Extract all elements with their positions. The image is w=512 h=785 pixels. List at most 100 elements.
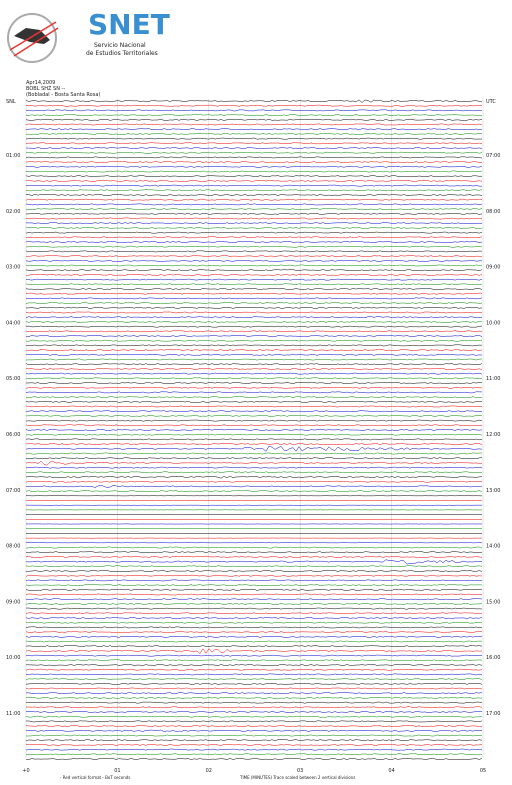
trace	[26, 232, 482, 233]
trace	[26, 730, 482, 732]
right-time: 09:00	[486, 265, 500, 271]
trace	[26, 603, 482, 604]
trace	[26, 237, 482, 238]
trace	[26, 406, 482, 407]
trace	[26, 223, 482, 224]
trace	[26, 646, 482, 647]
trace	[26, 176, 482, 177]
left-time: 02:00	[6, 209, 20, 215]
trace	[26, 147, 482, 148]
trace	[26, 157, 482, 158]
trace	[26, 331, 482, 332]
trace	[26, 485, 482, 488]
trace	[26, 491, 482, 492]
left-time: 06:00	[6, 432, 20, 438]
trace	[26, 575, 482, 576]
trace	[26, 481, 482, 482]
trace	[26, 556, 482, 557]
trace	[26, 580, 482, 581]
logo-title: SNET	[88, 8, 170, 41]
trace	[26, 288, 482, 289]
trace	[26, 397, 482, 398]
right-top-label: UTC	[486, 99, 496, 105]
trace	[26, 679, 482, 680]
right-time: 07:00	[486, 153, 500, 159]
right-time: 11:00	[486, 376, 500, 382]
trace	[26, 279, 482, 280]
left-time: 05:00	[6, 376, 20, 382]
trace	[26, 354, 482, 355]
right-time: 13:00	[486, 488, 500, 494]
x-label: 03	[297, 768, 303, 774]
trace	[26, 190, 482, 191]
trace	[26, 552, 482, 553]
trace	[26, 218, 482, 219]
trace	[26, 119, 482, 120]
trace	[26, 392, 482, 393]
trace	[26, 171, 482, 172]
left-time: 09:00	[6, 599, 20, 605]
trace	[26, 444, 482, 445]
left-time: 01:00	[6, 153, 20, 159]
trace	[26, 213, 482, 214]
trace	[26, 627, 482, 628]
trace	[26, 420, 482, 421]
trace	[26, 129, 482, 130]
left-time: 11:00	[6, 711, 20, 717]
trace	[26, 749, 482, 750]
left-time: 04:00	[6, 320, 20, 326]
trace	[26, 683, 482, 684]
trace	[26, 560, 482, 564]
trace	[26, 335, 482, 336]
trace	[26, 566, 482, 567]
trace	[26, 674, 482, 675]
trace	[26, 298, 482, 299]
trace	[26, 434, 482, 435]
trace	[26, 476, 482, 478]
x-label: 01	[114, 768, 120, 774]
trace	[26, 664, 482, 665]
trace	[26, 350, 482, 351]
trace	[26, 641, 482, 642]
right-time: 16:00	[486, 655, 500, 661]
trace	[26, 340, 482, 341]
trace	[26, 115, 482, 116]
trace	[26, 265, 482, 266]
trace	[26, 461, 482, 465]
trace	[26, 246, 482, 247]
trace	[26, 608, 482, 609]
trace	[26, 735, 482, 736]
logo-subtitle: de Estudios Territoriales	[86, 50, 158, 57]
trace	[26, 702, 482, 703]
trace	[26, 429, 482, 430]
trace	[26, 199, 482, 200]
trace	[26, 166, 482, 167]
trace	[26, 124, 482, 125]
trace	[26, 688, 482, 689]
trace	[26, 599, 482, 600]
trace	[26, 716, 482, 717]
trace	[26, 669, 482, 670]
trace	[26, 312, 482, 313]
trace	[26, 256, 482, 257]
right-time: 12:00	[486, 432, 500, 438]
logo: SNET Servicio Nacional de Estudios Terri…	[8, 8, 170, 62]
trace	[26, 209, 482, 210]
trace	[26, 105, 482, 106]
trace	[26, 270, 482, 271]
trace	[26, 458, 482, 459]
trace	[26, 472, 482, 473]
trace	[26, 321, 482, 322]
right-time: 17:00	[486, 711, 500, 717]
trace	[26, 241, 482, 242]
left-time: 10:00	[6, 655, 20, 661]
trace	[26, 594, 482, 595]
left-time: 03:00	[6, 265, 20, 271]
trace	[26, 260, 482, 261]
trace	[26, 110, 482, 111]
trace	[26, 744, 482, 745]
trace	[26, 754, 482, 755]
x-label: 05	[480, 768, 486, 774]
trace	[26, 307, 482, 308]
trace	[26, 284, 482, 285]
